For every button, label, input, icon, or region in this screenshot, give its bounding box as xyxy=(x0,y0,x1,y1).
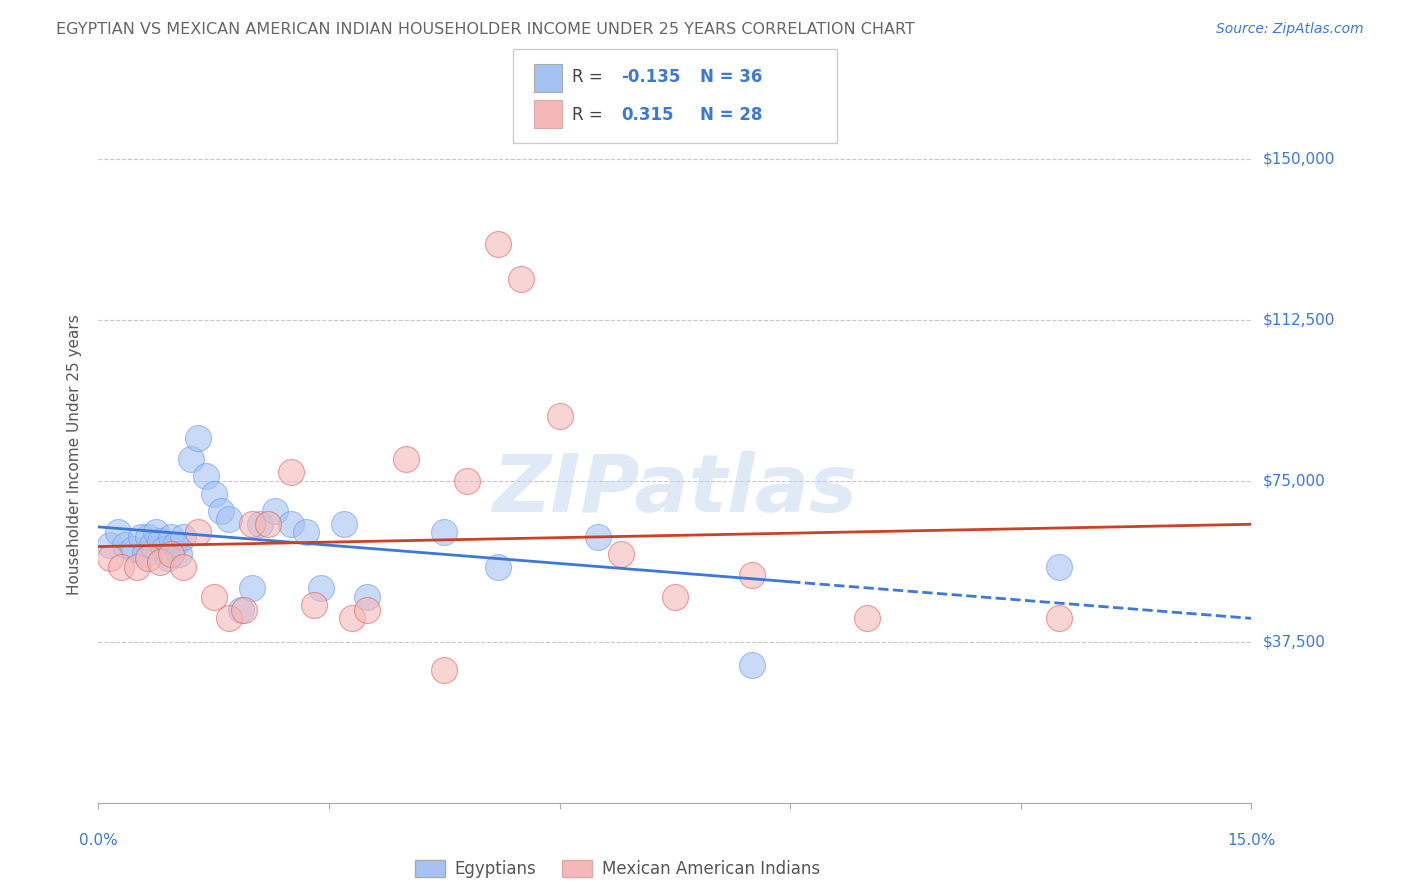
Text: 0.0%: 0.0% xyxy=(79,833,118,848)
Point xyxy=(110,559,132,574)
Point xyxy=(356,590,378,604)
Point xyxy=(149,533,172,548)
Point xyxy=(1047,611,1070,625)
Text: N = 28: N = 28 xyxy=(700,105,762,123)
Legend: Egyptians, Mexican American Indians: Egyptians, Mexican American Indians xyxy=(408,854,827,885)
Point xyxy=(395,452,418,467)
Text: -0.135: -0.135 xyxy=(621,69,681,87)
Text: $37,500: $37,500 xyxy=(1263,634,1326,649)
Point xyxy=(240,581,263,595)
Y-axis label: Householder Income Under 25 years: Householder Income Under 25 years xyxy=(67,315,83,595)
Text: 0.315: 0.315 xyxy=(621,105,673,123)
Point xyxy=(664,590,686,604)
Point xyxy=(209,504,232,518)
Text: 15.0%: 15.0% xyxy=(1227,833,1275,848)
Point xyxy=(249,516,271,531)
Point xyxy=(302,599,325,613)
Point xyxy=(114,538,136,552)
Point xyxy=(134,547,156,561)
Point xyxy=(280,516,302,531)
Point xyxy=(456,474,478,488)
Point xyxy=(264,504,287,518)
Point xyxy=(138,551,160,566)
Point xyxy=(311,581,333,595)
Point xyxy=(610,547,633,561)
Point xyxy=(187,431,209,445)
Point xyxy=(741,568,763,582)
Point xyxy=(340,611,363,625)
Point xyxy=(172,559,194,574)
Point xyxy=(202,590,225,604)
Point xyxy=(141,538,163,552)
Point xyxy=(356,602,378,616)
Text: R =: R = xyxy=(572,105,613,123)
Point xyxy=(145,525,167,540)
Point xyxy=(180,452,202,467)
Point xyxy=(233,602,256,616)
Point xyxy=(149,555,172,569)
Point xyxy=(1047,559,1070,574)
Point xyxy=(152,542,174,557)
Point xyxy=(256,516,278,531)
Point xyxy=(122,542,145,557)
Point xyxy=(486,559,509,574)
Point xyxy=(333,516,356,531)
Point xyxy=(160,529,183,543)
Text: R =: R = xyxy=(572,69,609,87)
Point xyxy=(172,529,194,543)
Point xyxy=(433,525,456,540)
Point xyxy=(856,611,879,625)
Point xyxy=(195,469,218,483)
Point xyxy=(98,538,121,552)
Point xyxy=(218,512,240,526)
Point xyxy=(510,272,533,286)
Point xyxy=(741,658,763,673)
Point xyxy=(98,551,121,566)
Point xyxy=(125,559,148,574)
Point xyxy=(218,611,240,625)
Point xyxy=(165,538,187,552)
Text: EGYPTIAN VS MEXICAN AMERICAN INDIAN HOUSEHOLDER INCOME UNDER 25 YEARS CORRELATIO: EGYPTIAN VS MEXICAN AMERICAN INDIAN HOUS… xyxy=(56,22,915,37)
Text: ZIPatlas: ZIPatlas xyxy=(492,450,858,529)
Point xyxy=(229,602,252,616)
Text: $112,500: $112,500 xyxy=(1263,312,1334,327)
Point xyxy=(107,525,129,540)
Point xyxy=(295,525,318,540)
Text: $150,000: $150,000 xyxy=(1263,151,1334,166)
Point xyxy=(167,547,190,561)
Text: N = 36: N = 36 xyxy=(700,69,762,87)
Point xyxy=(187,525,209,540)
Point xyxy=(586,529,609,543)
Point xyxy=(156,551,179,566)
Point xyxy=(548,409,571,424)
Point xyxy=(160,547,183,561)
Point xyxy=(129,529,152,543)
Text: $75,000: $75,000 xyxy=(1263,473,1326,488)
Point xyxy=(138,529,160,543)
Point xyxy=(202,486,225,500)
Point xyxy=(433,663,456,677)
Text: Source: ZipAtlas.com: Source: ZipAtlas.com xyxy=(1216,22,1364,37)
Point xyxy=(486,237,509,252)
Point xyxy=(240,516,263,531)
Point xyxy=(280,465,302,479)
